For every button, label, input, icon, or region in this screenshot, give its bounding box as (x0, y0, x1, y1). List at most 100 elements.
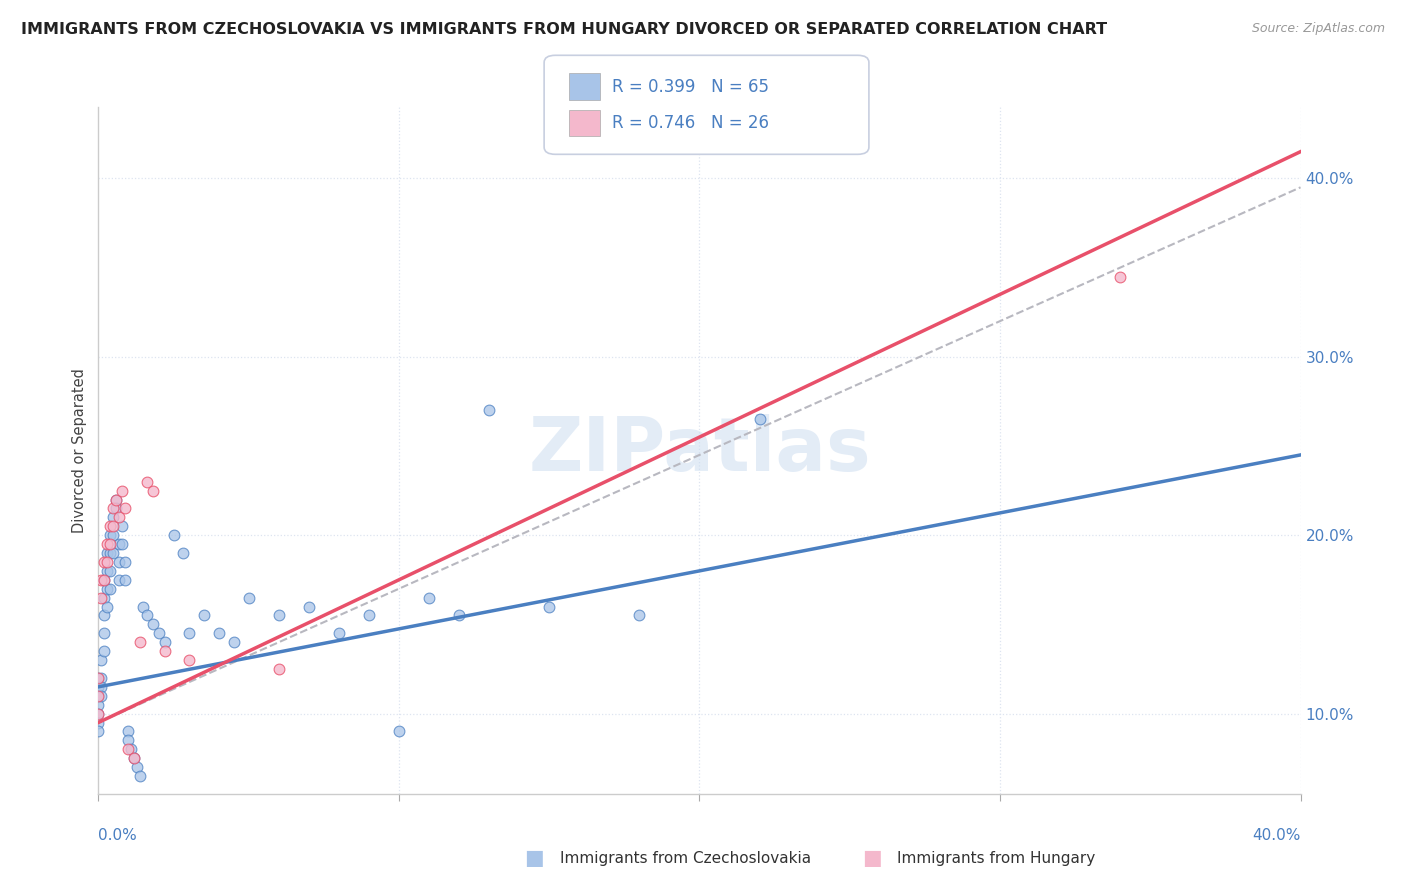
Point (141, 483, 163, 498)
Point (100, 528, 122, 542)
Point (87, 706, 110, 721)
Point (90, 653, 112, 667)
Point (111, 483, 134, 498)
Point (87, 698, 110, 712)
Point (108, 573, 131, 587)
Point (87, 689, 110, 703)
Text: Source: ZipAtlas.com: Source: ZipAtlas.com (1251, 22, 1385, 36)
Text: Immigrants from Hungary: Immigrants from Hungary (897, 851, 1095, 865)
Point (117, 724, 139, 739)
Point (103, 510, 125, 524)
Point (87, 671, 110, 685)
Point (121, 742, 143, 756)
Point (100, 546, 122, 560)
Point (105, 501, 128, 516)
Point (117, 742, 139, 756)
Point (298, 599, 321, 614)
Text: ZIPatlas: ZIPatlas (529, 414, 870, 487)
Point (328, 626, 350, 640)
Point (267, 662, 290, 676)
Point (129, 635, 152, 649)
Point (108, 510, 131, 524)
Point (87, 671, 110, 685)
Point (105, 492, 128, 507)
Point (141, 617, 163, 632)
Point (132, 599, 155, 614)
Point (193, 608, 215, 623)
Point (538, 599, 561, 614)
Point (628, 608, 651, 623)
Point (103, 519, 125, 533)
Point (267, 608, 290, 623)
Point (208, 626, 231, 640)
Point (177, 626, 200, 640)
Point (87, 680, 110, 694)
Point (90, 689, 112, 703)
Point (388, 724, 411, 739)
Point (357, 608, 380, 623)
Point (105, 492, 128, 507)
Point (222, 635, 245, 649)
Point (162, 528, 184, 542)
Point (238, 591, 260, 605)
Point (93, 573, 115, 587)
Point (93, 644, 115, 658)
Point (87, 715, 110, 730)
Point (114, 555, 136, 569)
Point (114, 501, 136, 516)
Point (100, 582, 122, 596)
Point (96, 599, 118, 614)
Point (124, 751, 146, 765)
Point (96, 546, 118, 560)
Point (96, 537, 118, 551)
Point (148, 626, 170, 640)
Point (100, 537, 122, 551)
Point (447, 608, 470, 623)
Point (93, 591, 115, 605)
Point (418, 591, 440, 605)
Point (127, 760, 149, 774)
Point (103, 501, 125, 516)
Point (93, 626, 115, 640)
Point (103, 546, 125, 560)
Point (100, 519, 122, 533)
Point (111, 537, 134, 551)
Text: R = 0.399   N = 65: R = 0.399 N = 65 (612, 78, 769, 95)
Point (108, 555, 131, 569)
Point (177, 653, 200, 667)
Point (87, 706, 110, 721)
Point (90, 573, 112, 587)
Point (153, 635, 176, 649)
Point (87, 689, 110, 703)
Point (111, 519, 134, 533)
Point (90, 680, 112, 694)
Point (478, 403, 501, 417)
Point (114, 573, 136, 587)
Text: R = 0.746   N = 26: R = 0.746 N = 26 (612, 114, 769, 132)
Text: ■: ■ (524, 848, 544, 868)
Point (93, 555, 115, 569)
Point (93, 608, 115, 623)
Point (90, 671, 112, 685)
Point (103, 528, 125, 542)
Point (124, 751, 146, 765)
Point (135, 608, 157, 623)
Point (748, 412, 770, 426)
Point (90, 591, 112, 605)
Text: IMMIGRANTS FROM CZECHOSLOVAKIA VS IMMIGRANTS FROM HUNGARY DIVORCED OR SEPARATED : IMMIGRANTS FROM CZECHOSLOVAKIA VS IMMIGR… (21, 22, 1107, 37)
Text: 0.0%: 0.0% (98, 828, 138, 843)
Point (100, 564, 122, 578)
Point (117, 733, 139, 747)
Point (108, 537, 131, 551)
Point (153, 644, 176, 658)
Point (96, 555, 118, 569)
Point (93, 573, 115, 587)
Point (135, 475, 157, 489)
Text: 40.0%: 40.0% (1253, 828, 1301, 843)
Point (96, 564, 118, 578)
Text: ■: ■ (862, 848, 882, 868)
Text: Immigrants from Czechoslovakia: Immigrants from Czechoslovakia (560, 851, 811, 865)
Point (1109, 269, 1132, 284)
Point (87, 724, 110, 739)
Y-axis label: Divorced or Separated: Divorced or Separated (72, 368, 87, 533)
